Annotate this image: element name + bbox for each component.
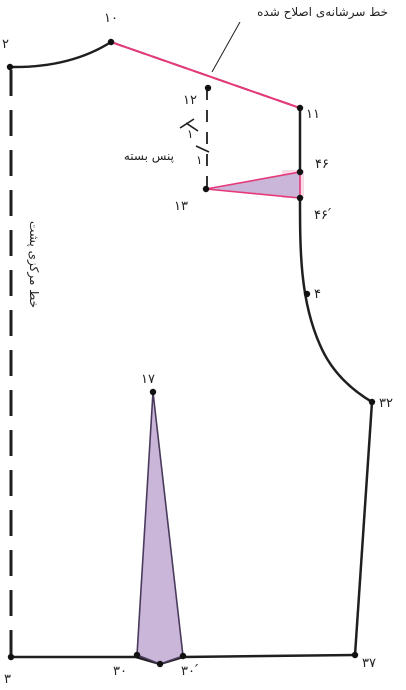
annotation-center-back-line: خط مرکزی پشت xyxy=(26,221,41,308)
point-3 xyxy=(7,653,15,661)
side-seam-line xyxy=(353,401,374,656)
label-point-11: ۱۱ xyxy=(306,107,320,122)
dart-tick-marks xyxy=(179,118,210,153)
pattern-points xyxy=(6,38,376,668)
annotation-corrected-shoulder: خط سرشانه‌ی اصلاح شده xyxy=(257,5,388,20)
annotation-closed-dart: پنس بسته xyxy=(124,149,174,164)
point-30-prime xyxy=(179,652,187,660)
point-2 xyxy=(6,63,14,71)
corrected-shoulder-line xyxy=(110,41,301,109)
label-point-4: ۴ xyxy=(314,287,321,302)
tick-label-lower: ۱ xyxy=(196,153,202,167)
point-46 xyxy=(296,168,304,176)
label-point-2: ۲ xyxy=(2,37,9,52)
armhole-curve xyxy=(298,197,373,404)
label-point-32: ۳۲ xyxy=(379,396,393,411)
label-point-30-prime: ۳۰ ́ xyxy=(181,664,199,679)
point-37 xyxy=(351,651,359,659)
point-13 xyxy=(202,185,210,193)
point-12 xyxy=(204,84,212,92)
point-4 xyxy=(303,290,311,298)
back-neckline-curve xyxy=(9,40,112,69)
point-46-prime xyxy=(296,194,304,202)
label-point-37: ۳۷ xyxy=(362,656,376,671)
label-point-10: ۱۰ xyxy=(104,11,118,26)
annotation-pointer-line xyxy=(211,21,241,73)
tick-label-upper: ۱ xyxy=(187,127,193,141)
label-point-12: ۱۲ xyxy=(183,93,197,108)
point-17 xyxy=(149,388,157,396)
point-10 xyxy=(107,38,115,46)
label-point-13: ۱۳ xyxy=(174,199,188,214)
label-point-30: ۳۰ xyxy=(113,664,127,679)
point-30 xyxy=(133,651,141,659)
closed-shoulder-dart xyxy=(205,171,301,199)
label-point-3: ۳ xyxy=(4,672,11,686)
point-11 xyxy=(296,104,304,112)
label-point-17: ۱۷ xyxy=(141,372,155,387)
point-32 xyxy=(368,398,376,406)
label-point-46: ۴۶ xyxy=(315,157,329,172)
label-point-46-prime: ۴۶ ́ xyxy=(314,208,332,223)
waist-dart xyxy=(136,391,184,665)
point-waist-mid xyxy=(156,660,164,668)
